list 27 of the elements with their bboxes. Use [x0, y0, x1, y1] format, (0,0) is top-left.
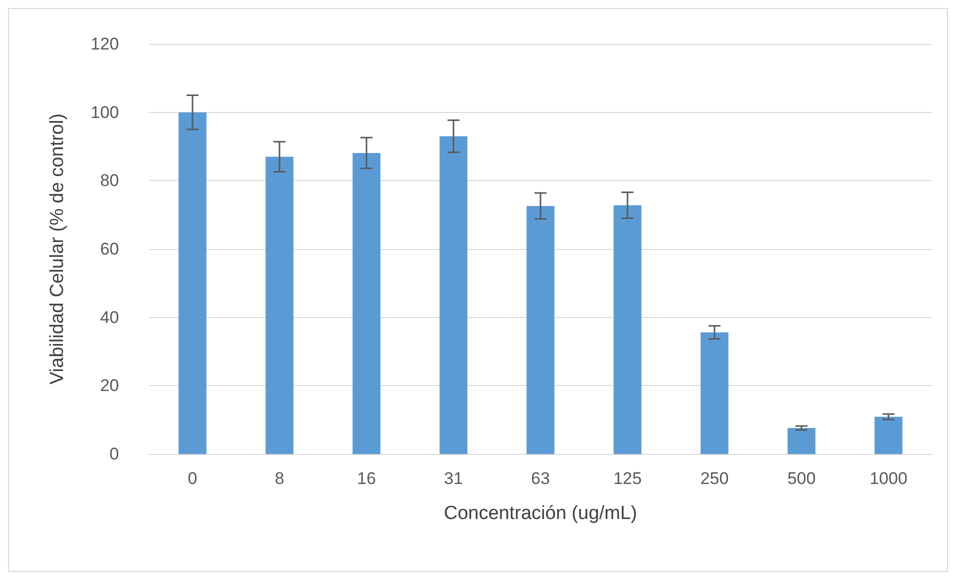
y-tick-label: 20 — [100, 376, 119, 396]
bar — [700, 332, 728, 454]
bar — [526, 206, 554, 454]
x-tick-label: 125 — [613, 469, 642, 488]
y-tick-label: 100 — [90, 102, 119, 122]
x-axis-title: Concentración (ug/mL) — [444, 503, 638, 524]
x-tick-label: 8 — [274, 469, 284, 488]
x-tick-label: 16 — [357, 469, 376, 488]
bar — [266, 156, 294, 454]
bar — [440, 136, 468, 454]
bar — [788, 428, 816, 454]
y-axis-title: Viabilidad Celular (% de control) — [47, 113, 68, 385]
x-tick-label: 250 — [700, 469, 729, 488]
bar — [874, 416, 902, 454]
y-tick-label: 40 — [100, 308, 119, 327]
x-tick-label: 31 — [444, 469, 463, 488]
x-tick-label: 0 — [188, 469, 198, 488]
bar — [352, 152, 380, 454]
y-tick-label: 0 — [110, 444, 119, 464]
y-tick-label: 120 — [90, 34, 119, 54]
y-tick-label: 80 — [100, 171, 119, 190]
x-tick-label: 63 — [531, 469, 550, 488]
x-tick-label: 500 — [787, 469, 816, 488]
x-tick-label: 1000 — [870, 469, 908, 488]
bar — [178, 112, 206, 454]
bar — [614, 205, 642, 454]
y-tick-label: 60 — [100, 240, 119, 258]
